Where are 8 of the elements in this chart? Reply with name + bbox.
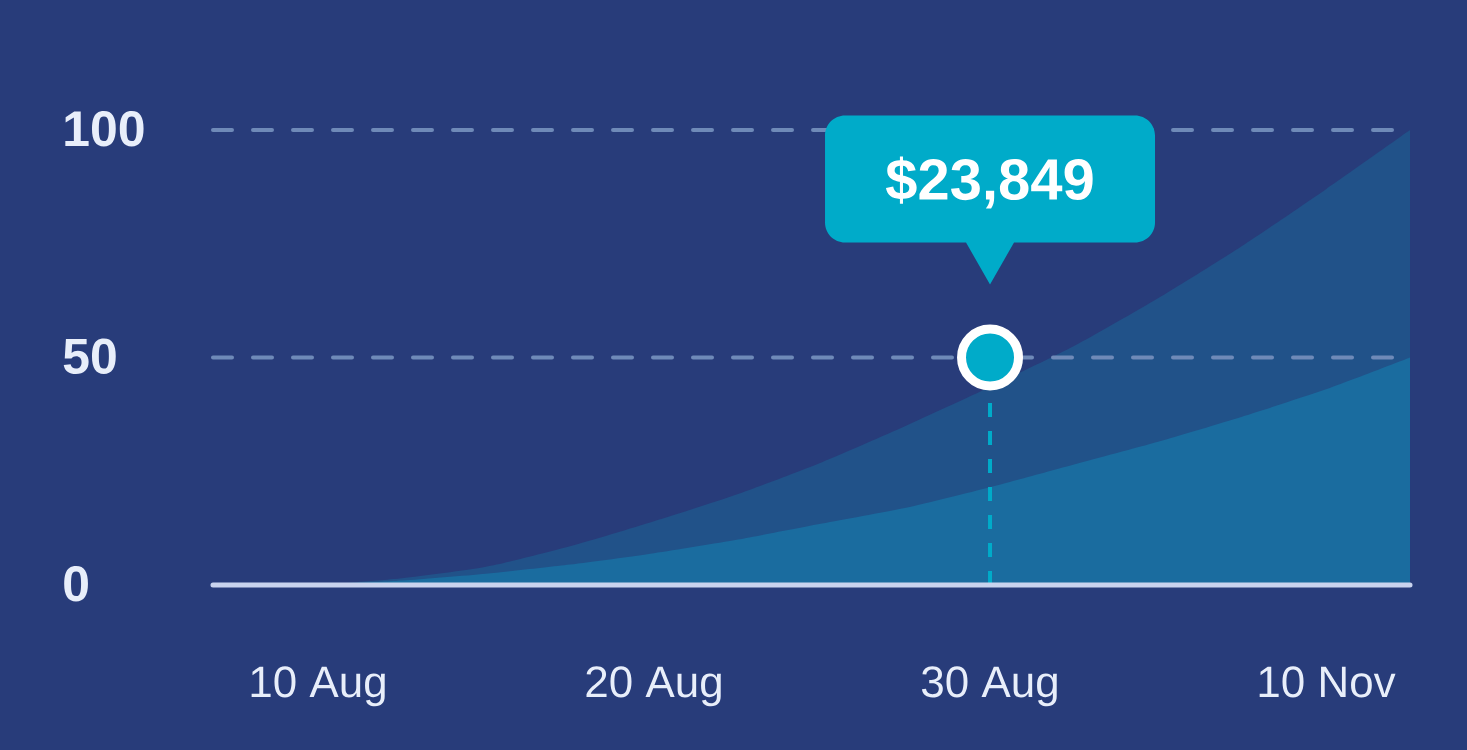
y-tick-label: 50 <box>63 338 116 374</box>
annotation: $23,849 <box>885 156 1093 209</box>
y-tick-label: 0 <box>64 566 88 602</box>
x-tick-label: 20 Aug <box>586 666 721 707</box>
x-tick-label: 10 Aug <box>251 666 385 707</box>
y-tick-label: 100 <box>65 111 144 147</box>
x-tick-label: 30 Aug <box>921 666 1057 707</box>
x-tick-label: 10 Nov <box>1259 666 1396 698</box>
